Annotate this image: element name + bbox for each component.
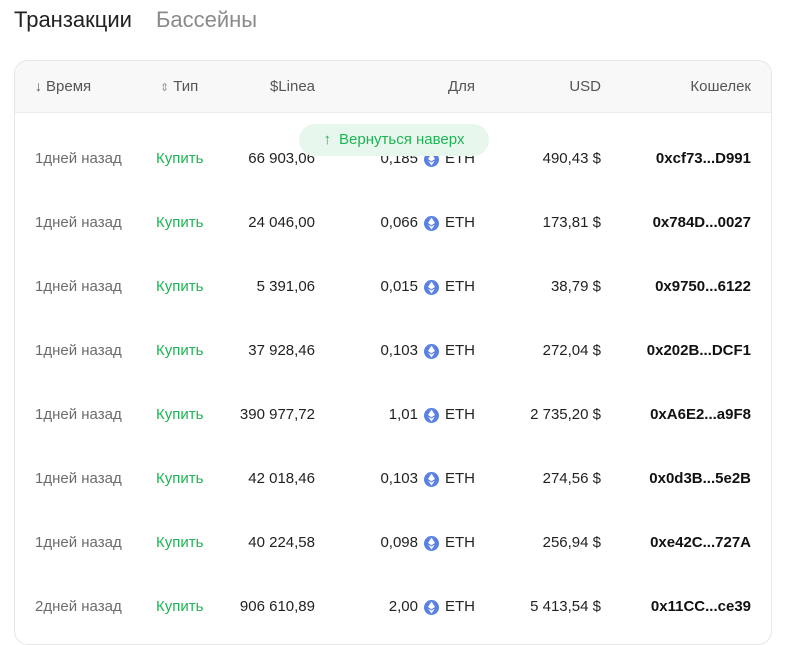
header-type-label: Тип bbox=[173, 78, 199, 95]
row-token: ETH bbox=[445, 342, 475, 359]
row-usd: 256,94 $ bbox=[542, 534, 601, 551]
tab-pools[interactable]: Бассейны bbox=[155, 7, 258, 32]
row-token: ETH bbox=[445, 598, 475, 615]
row-wallet-link[interactable]: 0x0d3B...5e2B bbox=[649, 470, 751, 487]
row-linea-amount: 42 018,46 bbox=[248, 470, 315, 487]
row-usd: 490,43 $ bbox=[542, 150, 601, 167]
row-eth-amount: 0,098 bbox=[380, 534, 418, 551]
header-wallet: Кошелек bbox=[690, 78, 751, 95]
table-row: 1дней назад Купить 42 018,46 0,103 ETH 274,56… bbox=[15, 447, 771, 511]
tab-transactions[interactable]: Транзакции bbox=[14, 7, 132, 32]
row-time: 2дней назад bbox=[35, 598, 122, 615]
row-eth-amount: 0,015 bbox=[380, 278, 418, 295]
row-wallet-link[interactable]: 0x784D...0027 bbox=[652, 214, 751, 231]
row-usd: 173,81 $ bbox=[542, 214, 601, 231]
row-eth-amount: 0,103 bbox=[380, 342, 418, 359]
row-linea-amount: 40 224,58 bbox=[248, 534, 315, 551]
row-type: Купить bbox=[156, 598, 204, 615]
row-type: Купить bbox=[156, 470, 204, 487]
row-type: Купить bbox=[156, 150, 204, 167]
header-time[interactable]: ↓ Время bbox=[35, 61, 91, 112]
row-wallet-link[interactable]: 0x202B...DCF1 bbox=[646, 342, 751, 359]
table-row: 1дней назад Купить 37 928,46 0,103 ETH 272,04… bbox=[15, 319, 771, 383]
row-for: 0,098 ETH bbox=[380, 511, 475, 575]
eth-icon bbox=[424, 407, 439, 423]
row-for: 0,066 ETH bbox=[380, 191, 475, 255]
row-eth-amount: 2,00 bbox=[388, 598, 418, 615]
arrow-up-icon: ↑ bbox=[323, 131, 332, 148]
eth-icon bbox=[424, 599, 439, 615]
header-time-label: Время bbox=[46, 78, 92, 95]
header-for: Для bbox=[447, 78, 475, 95]
header-linea: $Linea bbox=[269, 78, 315, 95]
row-usd: 38,79 $ bbox=[550, 278, 601, 295]
row-usd: 5 413,54 $ bbox=[530, 598, 601, 615]
row-type: Купить bbox=[156, 278, 204, 295]
row-eth-amount: 1,01 bbox=[388, 406, 418, 423]
row-for: 0,103 ETH bbox=[380, 319, 475, 383]
table-row: 2дней назад Купить 906 610,89 2,00 ETH 5 413,… bbox=[15, 575, 771, 639]
sort-icon: ⇕ bbox=[160, 82, 170, 94]
row-type: Купить bbox=[156, 342, 204, 359]
eth-icon bbox=[424, 215, 439, 231]
row-time: 1дней назад bbox=[35, 534, 122, 551]
tab-bar: Транзакции Бассейны bbox=[14, 6, 257, 34]
row-wallet-link[interactable]: 0xe42C...727A bbox=[650, 534, 751, 551]
row-type: Купить bbox=[156, 406, 204, 423]
table-header: ↓ Время ⇕ Тип $Linea Для USD Кошелек bbox=[15, 61, 771, 113]
row-wallet-link[interactable]: 0x9750...6122 bbox=[655, 278, 751, 295]
row-linea-amount: 5 391,06 bbox=[256, 278, 315, 295]
table-row: 1дней назад Купить 40 224,58 0,098 ETH 256,94… bbox=[15, 511, 771, 575]
row-token: ETH bbox=[445, 534, 475, 551]
row-for: 0,103 ETH bbox=[380, 447, 475, 511]
header-type[interactable]: ⇕ Тип bbox=[160, 61, 198, 112]
row-usd: 2 735,20 $ bbox=[530, 406, 601, 423]
eth-icon bbox=[424, 279, 439, 295]
row-for: 0,015 ETH bbox=[380, 255, 475, 319]
row-linea-amount: 390 977,72 bbox=[239, 406, 315, 423]
row-linea-amount: 66 903,06 bbox=[248, 150, 315, 167]
header-usd: USD bbox=[569, 78, 601, 95]
row-usd: 272,04 $ bbox=[542, 342, 601, 359]
row-time: 1дней назад bbox=[35, 214, 122, 231]
row-eth-amount: 0,103 bbox=[380, 470, 418, 487]
row-type: Купить bbox=[156, 214, 204, 231]
table-row: 1дней назад Купить 24 046,00 0,066 ETH 173,81… bbox=[15, 191, 771, 255]
eth-icon bbox=[424, 535, 439, 551]
row-linea-amount: 906 610,89 bbox=[239, 598, 315, 615]
row-wallet-link[interactable]: 0xA6E2...a9F8 bbox=[650, 406, 751, 423]
back-to-top-button[interactable]: ↑ Вернуться наверх bbox=[299, 124, 489, 156]
row-wallet-link[interactable]: 0xcf73...D991 bbox=[655, 150, 751, 167]
row-for: 2,00 ETH bbox=[389, 575, 475, 639]
table-row: 1дней назад Купить 5 391,06 0,015 ETH 38,79 $… bbox=[15, 255, 771, 319]
row-usd: 274,56 $ bbox=[542, 470, 601, 487]
row-token: ETH bbox=[445, 214, 475, 231]
eth-icon bbox=[424, 471, 439, 487]
row-token: ETH bbox=[445, 278, 475, 295]
row-time: 1дней назад bbox=[35, 470, 122, 487]
row-type: Купить bbox=[156, 534, 204, 551]
table-row: 1дней назад Купить 390 977,72 1,01 ETH 2 735,… bbox=[15, 383, 771, 447]
row-wallet-link[interactable]: 0x11CC...ce39 bbox=[650, 598, 751, 615]
row-time: 1дней назад bbox=[35, 406, 122, 423]
row-linea-amount: 37 928,46 bbox=[248, 342, 315, 359]
row-for: 1,01 ETH bbox=[389, 383, 475, 447]
row-time: 1дней назад bbox=[35, 150, 122, 167]
eth-icon bbox=[424, 343, 439, 359]
row-eth-amount: 0,066 bbox=[380, 214, 418, 231]
back-to-top-label: Вернуться наверх bbox=[339, 131, 465, 148]
row-time: 1дней назад bbox=[35, 278, 122, 295]
row-time: 1дней назад bbox=[35, 342, 122, 359]
row-token: ETH bbox=[445, 406, 475, 423]
row-linea-amount: 24 046,00 bbox=[248, 214, 315, 231]
arrow-down-icon: ↓ bbox=[35, 78, 42, 94]
row-token: ETH bbox=[445, 470, 475, 487]
